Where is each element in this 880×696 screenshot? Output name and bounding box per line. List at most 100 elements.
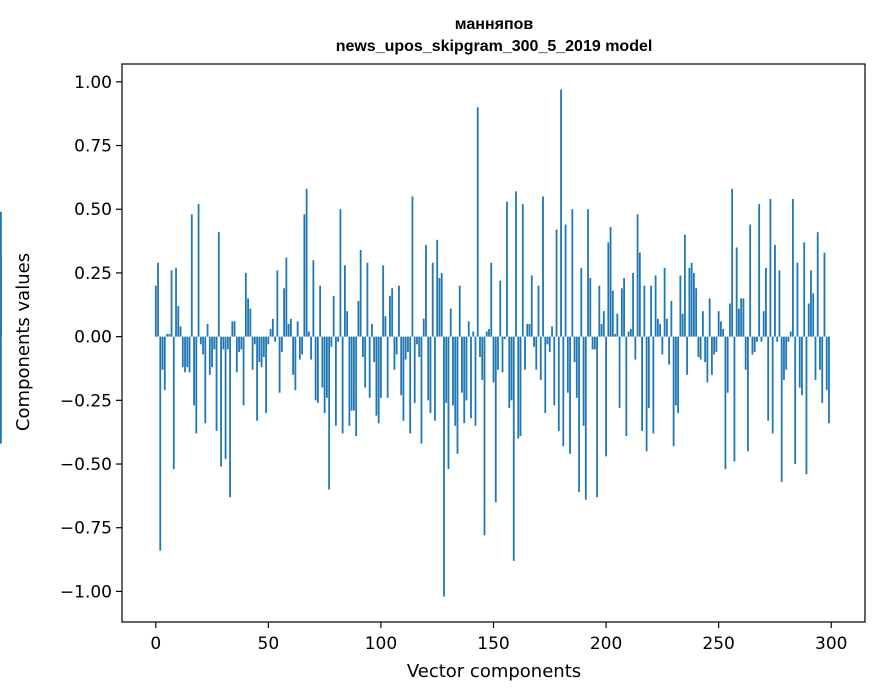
bar xyxy=(154,285,157,337)
bar xyxy=(195,336,198,434)
bar xyxy=(258,336,261,363)
bar xyxy=(199,336,202,345)
bar xyxy=(616,313,619,337)
bar xyxy=(787,336,790,342)
bar xyxy=(425,244,427,337)
bar xyxy=(409,336,412,434)
bar xyxy=(350,336,353,411)
bar xyxy=(823,252,826,337)
bar xyxy=(269,328,272,337)
bar xyxy=(294,336,297,391)
bar xyxy=(240,336,243,350)
bar xyxy=(792,199,794,337)
bar xyxy=(179,326,182,337)
bar xyxy=(551,326,553,337)
bar xyxy=(386,336,389,398)
y-tick-label: −0.50 xyxy=(60,455,112,475)
bar xyxy=(692,272,695,337)
bar xyxy=(287,323,290,337)
bar xyxy=(571,209,574,337)
bar xyxy=(395,336,398,355)
bar xyxy=(404,336,407,360)
bar xyxy=(323,336,326,414)
bar xyxy=(0,255,2,337)
bar xyxy=(330,336,333,347)
bar xyxy=(602,311,605,337)
bar xyxy=(177,306,180,337)
bar xyxy=(803,242,806,337)
y-tick-label: 0.25 xyxy=(74,264,112,284)
bar xyxy=(560,89,562,337)
bar xyxy=(452,336,454,406)
bar xyxy=(438,278,441,337)
bar xyxy=(524,336,526,370)
bar xyxy=(783,336,785,380)
bar xyxy=(407,336,409,352)
bar xyxy=(825,336,828,391)
bar xyxy=(355,336,358,436)
bar xyxy=(163,336,166,391)
bar xyxy=(296,321,299,337)
bars-group xyxy=(0,89,830,597)
y-tick-label: −0.25 xyxy=(60,391,112,411)
bar xyxy=(393,336,396,370)
bar xyxy=(760,336,763,342)
bar xyxy=(0,336,2,444)
bar xyxy=(373,336,376,363)
bar xyxy=(654,275,657,337)
bar xyxy=(589,278,592,337)
bar xyxy=(494,336,497,503)
bar xyxy=(632,272,634,337)
bar xyxy=(747,336,749,452)
bar xyxy=(564,224,567,337)
bar xyxy=(271,318,274,337)
bar xyxy=(343,265,346,337)
bar xyxy=(377,336,380,424)
bar xyxy=(366,262,369,337)
bar xyxy=(663,267,666,337)
bar xyxy=(672,336,675,447)
bar xyxy=(262,336,265,358)
bar xyxy=(801,336,803,396)
chart-title: манняпов xyxy=(455,16,534,33)
bar xyxy=(303,214,306,337)
bar xyxy=(488,328,490,337)
bar xyxy=(310,336,313,360)
bar xyxy=(184,336,186,373)
bar xyxy=(650,285,653,337)
bar xyxy=(578,336,580,493)
bar xyxy=(740,298,743,337)
bar xyxy=(810,270,812,337)
bar xyxy=(625,336,628,436)
plot-frame xyxy=(121,63,866,623)
bar xyxy=(724,336,727,470)
y-tick-label: 0.50 xyxy=(74,200,112,220)
bar xyxy=(699,336,702,360)
bar xyxy=(463,336,466,424)
bar xyxy=(785,336,788,370)
x-tick-label: 100 xyxy=(365,634,397,654)
bar xyxy=(202,336,204,355)
x-tick-label: 300 xyxy=(815,634,847,654)
bar xyxy=(609,227,612,337)
bar xyxy=(251,336,254,370)
bar xyxy=(276,270,279,337)
bar xyxy=(744,336,747,370)
bar xyxy=(674,336,677,406)
bar xyxy=(587,209,589,337)
bar xyxy=(535,336,538,370)
bar xyxy=(618,336,621,408)
bar xyxy=(573,336,576,363)
bar xyxy=(686,336,689,375)
bar xyxy=(197,204,200,337)
bar xyxy=(636,214,639,337)
bar xyxy=(735,247,738,337)
bar xyxy=(557,336,560,431)
bar xyxy=(776,336,779,342)
bar xyxy=(301,336,304,355)
bar xyxy=(661,336,664,355)
bar xyxy=(440,272,443,337)
bar xyxy=(526,323,529,337)
bar xyxy=(490,262,493,337)
bar xyxy=(375,336,378,416)
